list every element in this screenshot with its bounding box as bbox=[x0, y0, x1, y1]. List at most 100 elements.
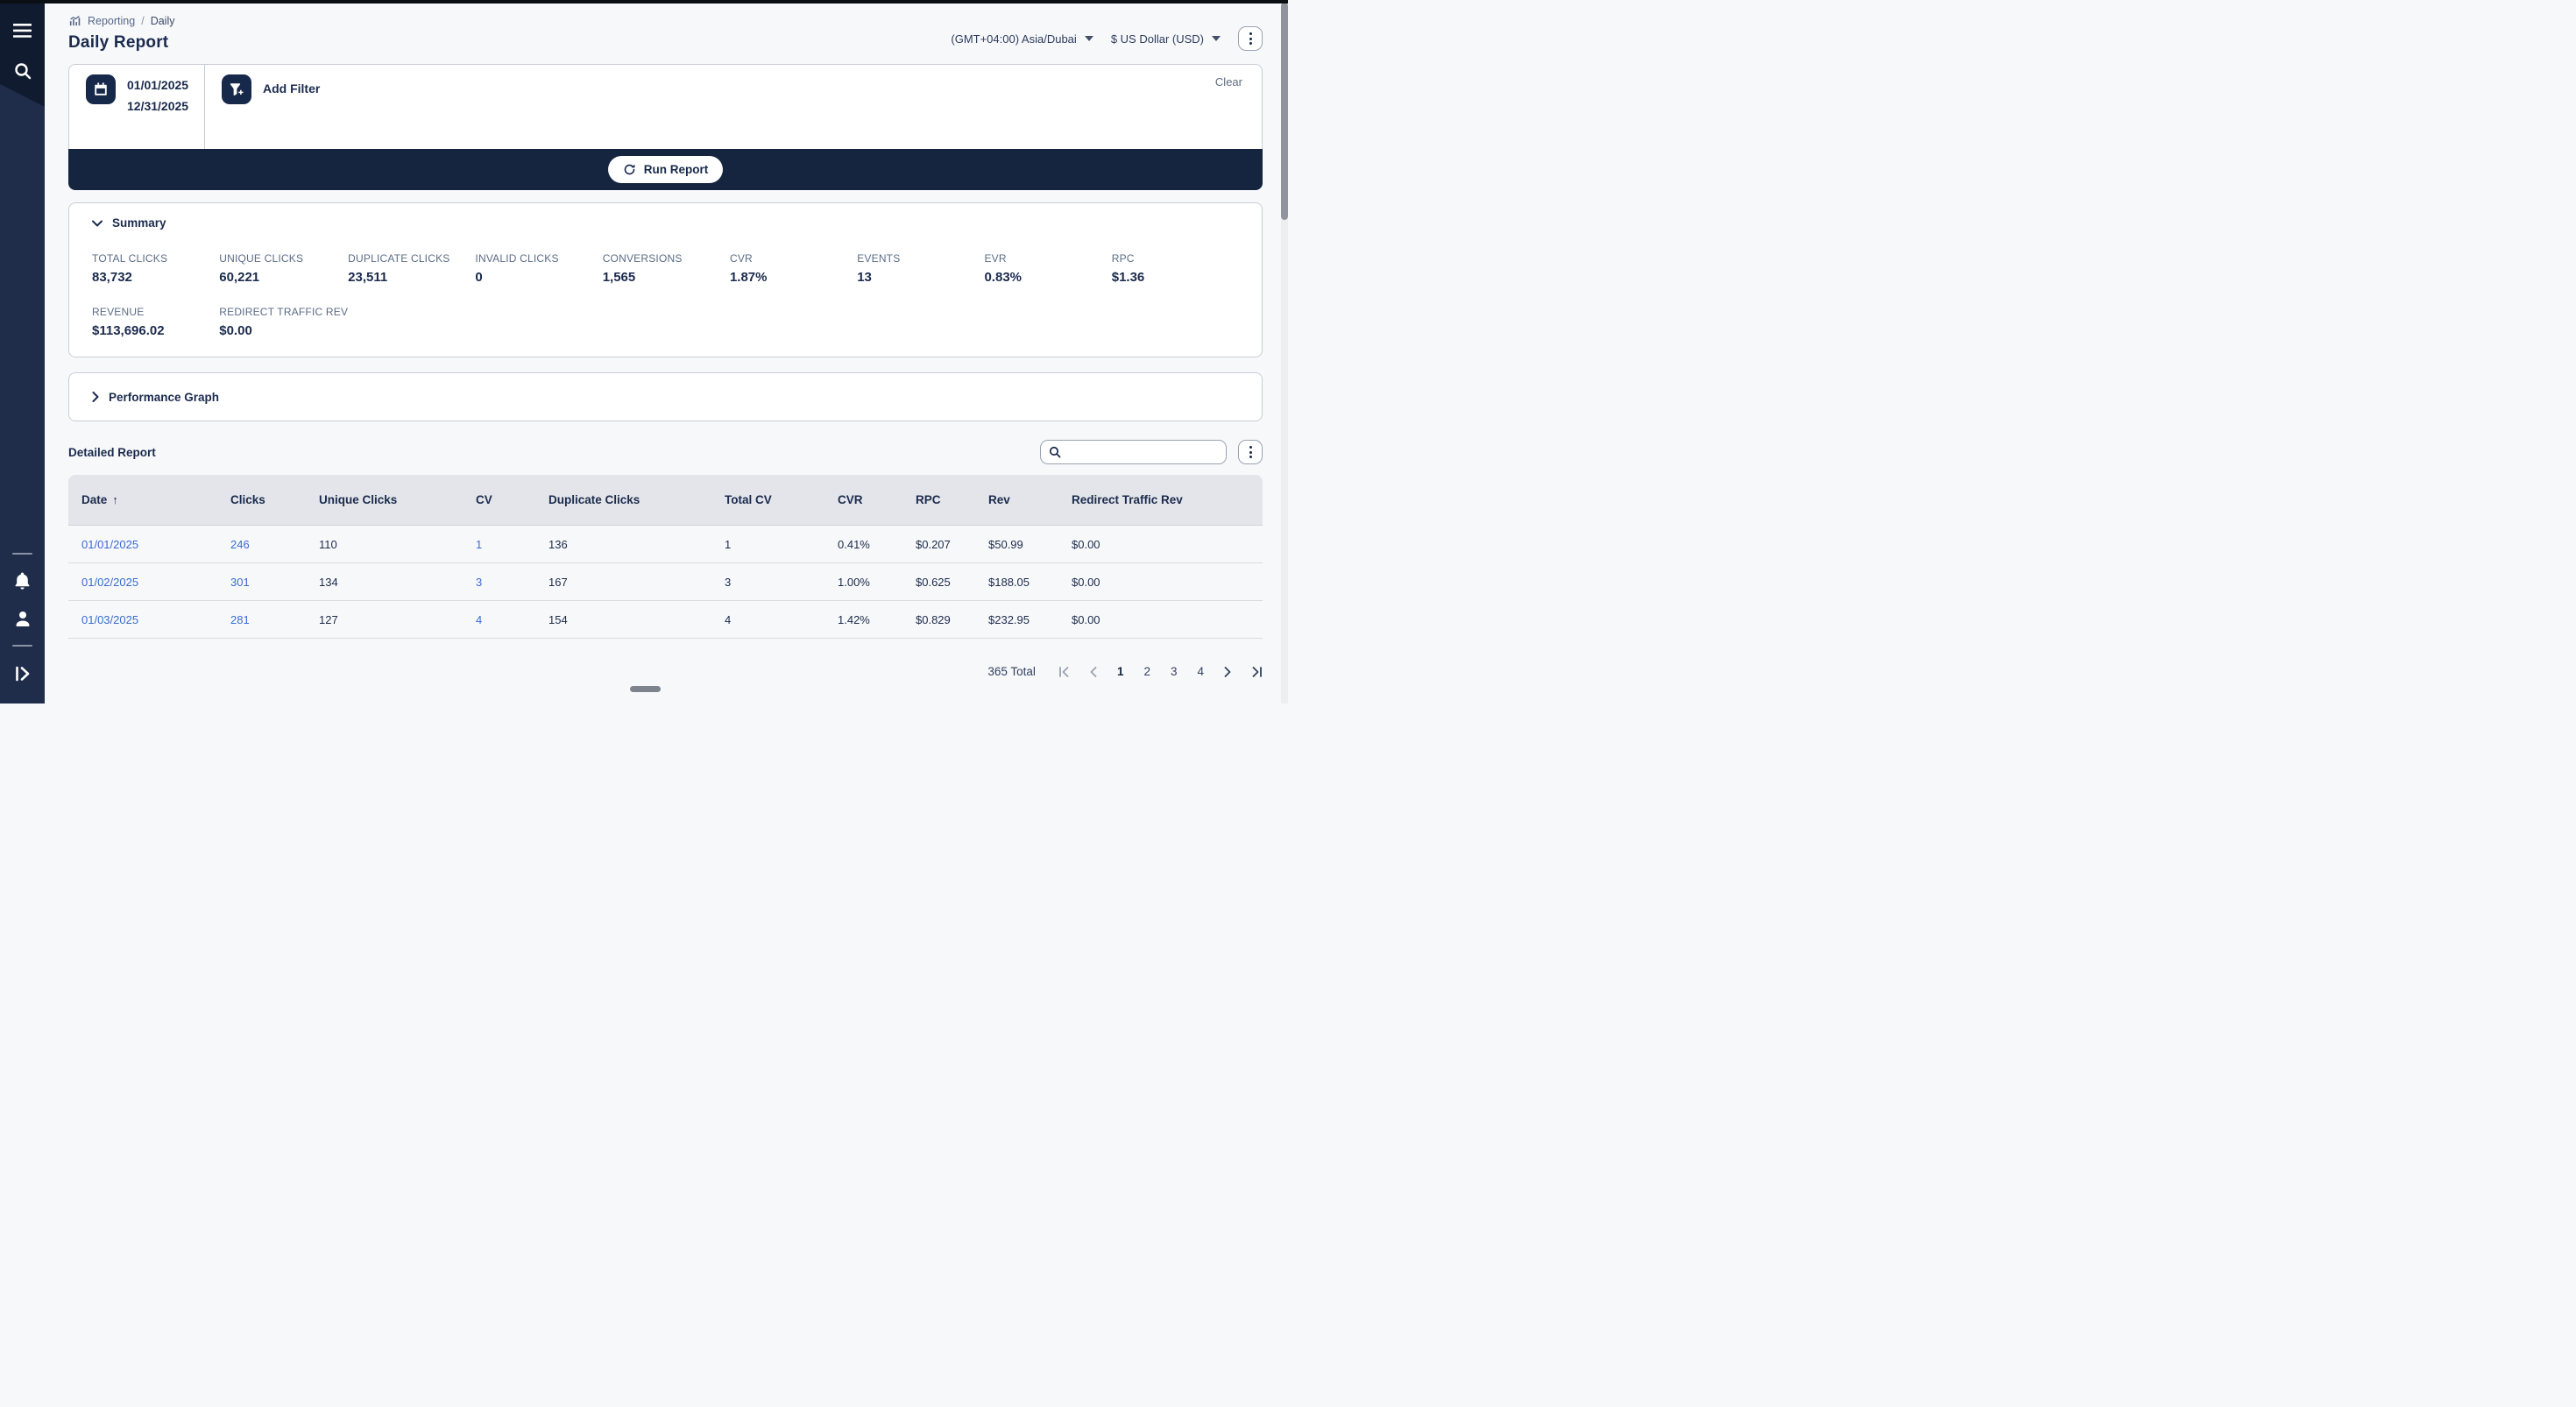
date-range-filter[interactable]: 01/01/2025 12/31/2025 bbox=[69, 65, 205, 149]
run-report-button[interactable]: Run Report bbox=[607, 156, 724, 183]
breadcrumb-section[interactable]: Reporting bbox=[88, 14, 136, 27]
cell-cv-link[interactable]: 3 bbox=[476, 575, 483, 589]
sidebar-top-section bbox=[0, 0, 45, 107]
currency-value: $ US Dollar (USD) bbox=[1110, 32, 1204, 46]
cell-cv-link[interactable]: 4 bbox=[476, 612, 483, 626]
header-controls: (GMT+04:00) Asia/Dubai $ US Dollar (USD) bbox=[951, 26, 1263, 51]
add-filter-control[interactable]: Add Filter bbox=[205, 65, 320, 149]
filter-bar: 01/01/2025 12/31/2025 Add Filter Clear bbox=[68, 64, 1263, 149]
column-header-unique-clicks[interactable]: Unique Clicks bbox=[319, 493, 398, 506]
kebab-icon bbox=[1249, 446, 1252, 458]
column-header-cvr[interactable]: CVR bbox=[838, 493, 863, 506]
cell-duplicate-clicks: 154 bbox=[548, 612, 568, 626]
notifications-button[interactable] bbox=[0, 566, 45, 596]
page-number-2[interactable]: 2 bbox=[1143, 665, 1150, 678]
person-icon bbox=[15, 611, 31, 627]
timezone-selector[interactable]: (GMT+04:00) Asia/Dubai bbox=[951, 32, 1093, 46]
column-header-total-cv[interactable]: Total CV bbox=[725, 493, 772, 506]
cell-rev: $188.05 bbox=[988, 575, 1030, 589]
column-header-redirect-traffic-rev[interactable]: Redirect Traffic Rev bbox=[1072, 493, 1183, 506]
sidebar-divider bbox=[12, 645, 32, 647]
hamburger-icon bbox=[13, 24, 32, 38]
chevron-down-icon bbox=[92, 220, 103, 227]
page-header: Reporting / Daily Daily Report bbox=[68, 14, 174, 53]
cell-clicks-link[interactable]: 246 bbox=[230, 537, 250, 551]
detailed-report-header: Detailed Report bbox=[68, 440, 1263, 464]
column-header-duplicate-clicks[interactable]: Duplicate Clicks bbox=[548, 493, 640, 506]
page-number-1[interactable]: 1 bbox=[1116, 665, 1124, 678]
table-options-button[interactable] bbox=[1238, 440, 1263, 464]
metric-rpc: RPC $1.36 bbox=[1111, 252, 1145, 285]
column-header-clicks[interactable]: Clicks bbox=[230, 493, 265, 506]
cell-rpc: $0.829 bbox=[916, 612, 951, 626]
last-page-button[interactable] bbox=[1251, 666, 1263, 677]
metric-invalid-clicks: INVALID CLICKS 0 bbox=[475, 252, 559, 285]
column-header-date[interactable]: Date ↑ bbox=[81, 493, 118, 506]
date-range-end[interactable]: 12/31/2025 bbox=[127, 99, 189, 113]
detailed-report-table: Date ↑ Clicks Unique Clicks CV Duplicate… bbox=[68, 475, 1263, 639]
sidebar-search-button[interactable] bbox=[0, 56, 45, 86]
vertical-scrollbar-thumb[interactable] bbox=[1281, 3, 1288, 220]
cell-date-link[interactable]: 01/03/2025 bbox=[81, 612, 139, 626]
column-header-cv[interactable]: CV bbox=[476, 493, 492, 506]
date-range-start[interactable]: 01/01/2025 bbox=[127, 78, 189, 92]
add-filter-label: Add Filter bbox=[263, 81, 321, 95]
cell-total-cv: 3 bbox=[725, 575, 732, 589]
expand-sidebar-icon bbox=[15, 666, 31, 682]
sidebar bbox=[0, 0, 45, 704]
sidebar-expand-button[interactable] bbox=[0, 659, 45, 689]
account-button[interactable] bbox=[0, 604, 45, 633]
first-page-button[interactable] bbox=[1058, 666, 1070, 677]
detailed-report-search-input[interactable] bbox=[1066, 441, 1226, 463]
chevron-down-icon bbox=[1212, 36, 1221, 41]
cell-total-cv: 1 bbox=[725, 537, 732, 551]
main-content: Reporting / Daily Daily Report (GMT+04:0… bbox=[45, 4, 1281, 704]
cell-redirect-traffic-rev: $0.00 bbox=[1072, 575, 1100, 589]
metric-evr: EVR 0.83% bbox=[984, 252, 1023, 285]
metric-conversions: CONVERSIONS 1,565 bbox=[602, 252, 683, 285]
detailed-report-tools bbox=[1040, 440, 1263, 464]
column-header-rpc[interactable]: RPC bbox=[916, 493, 941, 506]
run-report-band: Run Report bbox=[68, 149, 1263, 190]
summary-section: Summary TOTAL CLICKS 83,732 UNIQUE CLICKS… bbox=[68, 202, 1263, 357]
hamburger-menu-button[interactable] bbox=[0, 16, 45, 46]
metric-cvr: CVR 1.87% bbox=[729, 252, 768, 285]
performance-graph-toggle[interactable]: Performance Graph bbox=[92, 391, 219, 404]
page-number-4[interactable]: 4 bbox=[1197, 665, 1204, 678]
cell-cvr: 1.42% bbox=[838, 612, 870, 626]
currency-selector[interactable]: $ US Dollar (USD) bbox=[1111, 32, 1221, 46]
page-options-button[interactable] bbox=[1238, 26, 1263, 51]
cell-clicks-link[interactable]: 301 bbox=[230, 575, 250, 589]
cell-date-link[interactable]: 01/01/2025 bbox=[81, 537, 139, 551]
bell-icon bbox=[14, 572, 31, 590]
run-report-label: Run Report bbox=[643, 163, 709, 176]
vertical-scrollbar-track[interactable] bbox=[1281, 0, 1288, 704]
metric-events: EVENTS 13 bbox=[857, 252, 901, 285]
previous-page-button[interactable] bbox=[1090, 666, 1097, 677]
page-number-3[interactable]: 3 bbox=[1170, 665, 1178, 678]
detailed-report-search[interactable] bbox=[1040, 440, 1227, 464]
horizontal-scrollbar-thumb[interactable] bbox=[630, 686, 661, 692]
search-icon bbox=[14, 62, 32, 80]
metric-unique-clicks: UNIQUE CLICKS 60,221 bbox=[219, 252, 304, 285]
cell-clicks-link[interactable]: 281 bbox=[230, 612, 250, 626]
cell-rpc: $0.625 bbox=[916, 575, 951, 589]
table-header-row: Date ↑ Clicks Unique Clicks CV Duplicate… bbox=[68, 475, 1263, 526]
cell-date-link[interactable]: 01/02/2025 bbox=[81, 575, 139, 589]
cell-cv-link[interactable]: 1 bbox=[476, 537, 483, 551]
chevron-down-icon bbox=[1084, 36, 1093, 41]
search-icon bbox=[1049, 446, 1061, 458]
clear-filters-link[interactable]: Clear bbox=[1214, 75, 1242, 88]
column-header-rev[interactable]: Rev bbox=[988, 493, 1010, 506]
metric-redirect-traffic-rev: REDIRECT TRAFFIC REV $0.00 bbox=[219, 306, 349, 338]
refresh-icon bbox=[623, 163, 636, 176]
cell-duplicate-clicks: 167 bbox=[548, 575, 568, 589]
filter-plus-icon bbox=[222, 74, 251, 104]
summary-toggle[interactable]: Summary bbox=[92, 216, 1239, 230]
calendar-icon bbox=[86, 74, 116, 104]
pagination-controls: 1 2 3 4 bbox=[1058, 665, 1263, 678]
cell-unique-clicks: 127 bbox=[319, 612, 338, 626]
cell-rpc: $0.207 bbox=[916, 537, 951, 551]
next-page-button[interactable] bbox=[1224, 666, 1231, 677]
summary-metrics: TOTAL CLICKS 83,732 UNIQUE CLICKS 60,221 D… bbox=[92, 252, 1239, 338]
